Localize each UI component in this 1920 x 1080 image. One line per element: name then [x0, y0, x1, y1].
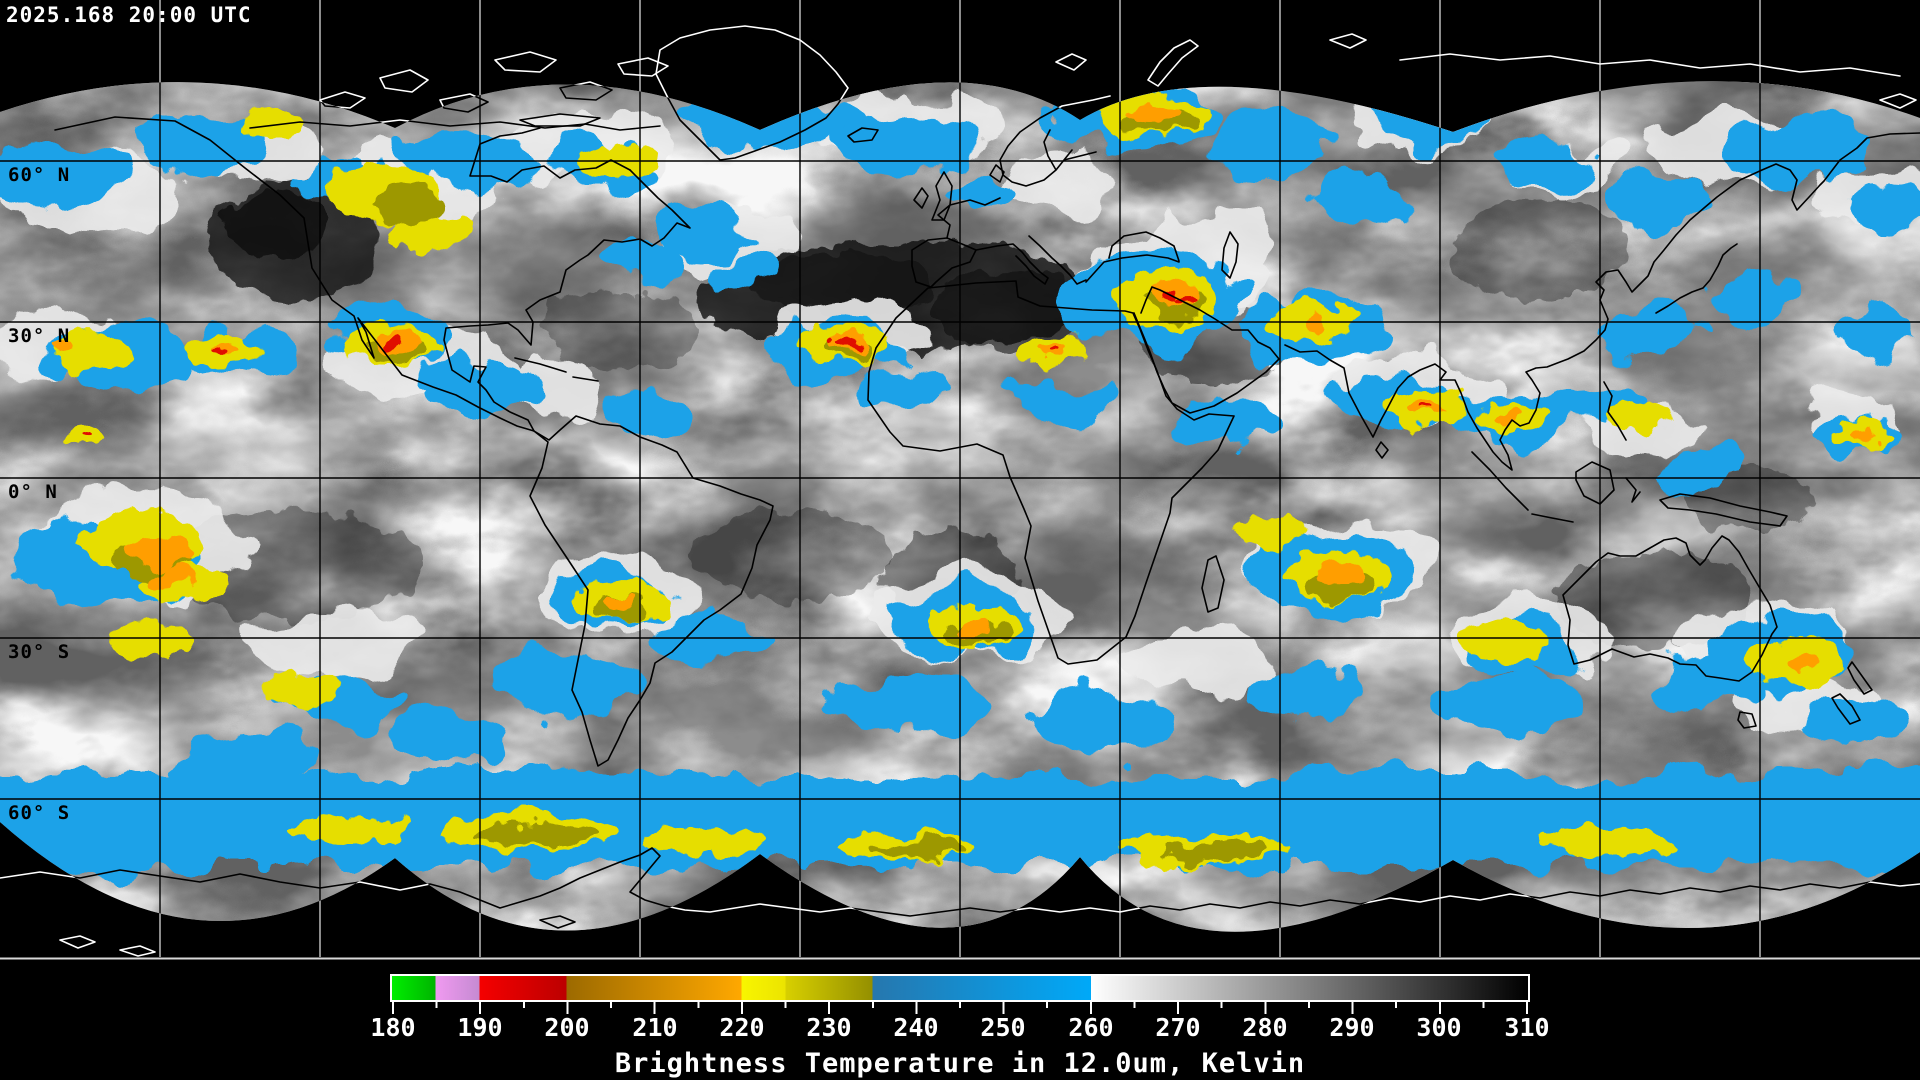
colorbar-tick-label: 190	[457, 1013, 503, 1042]
gridlines-image	[0, 81, 1920, 932]
colorbar-tick-label: 210	[632, 1013, 678, 1042]
colorbar-tick-label: 200	[544, 1013, 590, 1042]
colorbar-bar	[390, 974, 1530, 1002]
colorbar-ticks-major	[392, 1000, 1530, 1014]
latitude-label-60n: 60° N	[8, 164, 71, 186]
colorbar-tick-label: 260	[1068, 1013, 1114, 1042]
cold-cloud-cores-red	[80, 291, 1434, 440]
colorbar-tick-label: 220	[719, 1013, 765, 1042]
colorbar-tick-label: 230	[806, 1013, 852, 1042]
satellite-map	[0, 0, 1920, 960]
colorbar-title: Brightness Temperature in 12.0um, Kelvin	[614, 1048, 1306, 1079]
colorbar-tick-label: 270	[1155, 1013, 1201, 1042]
colorbar-tick-label: 250	[980, 1013, 1026, 1042]
latitude-label-60s: 60° S	[8, 802, 71, 824]
colorbar-tick-label: 280	[1242, 1013, 1288, 1042]
map-frame-line	[0, 957, 1920, 960]
colorbar-tick-label: 310	[1504, 1013, 1550, 1042]
latitude-label-30n: 30° N	[8, 325, 71, 347]
colorbar-tick-label: 290	[1329, 1013, 1375, 1042]
colorbar-tick-label: 300	[1416, 1013, 1462, 1042]
timestamp: 2025.168 20:00 UTC	[6, 3, 252, 27]
latitude-label-0n: 0° N	[8, 481, 58, 503]
colorbar-tick-label: 240	[893, 1013, 939, 1042]
colorbar-tick-label: 180	[370, 1013, 416, 1042]
latitude-label-30s: 30° S	[8, 641, 71, 663]
